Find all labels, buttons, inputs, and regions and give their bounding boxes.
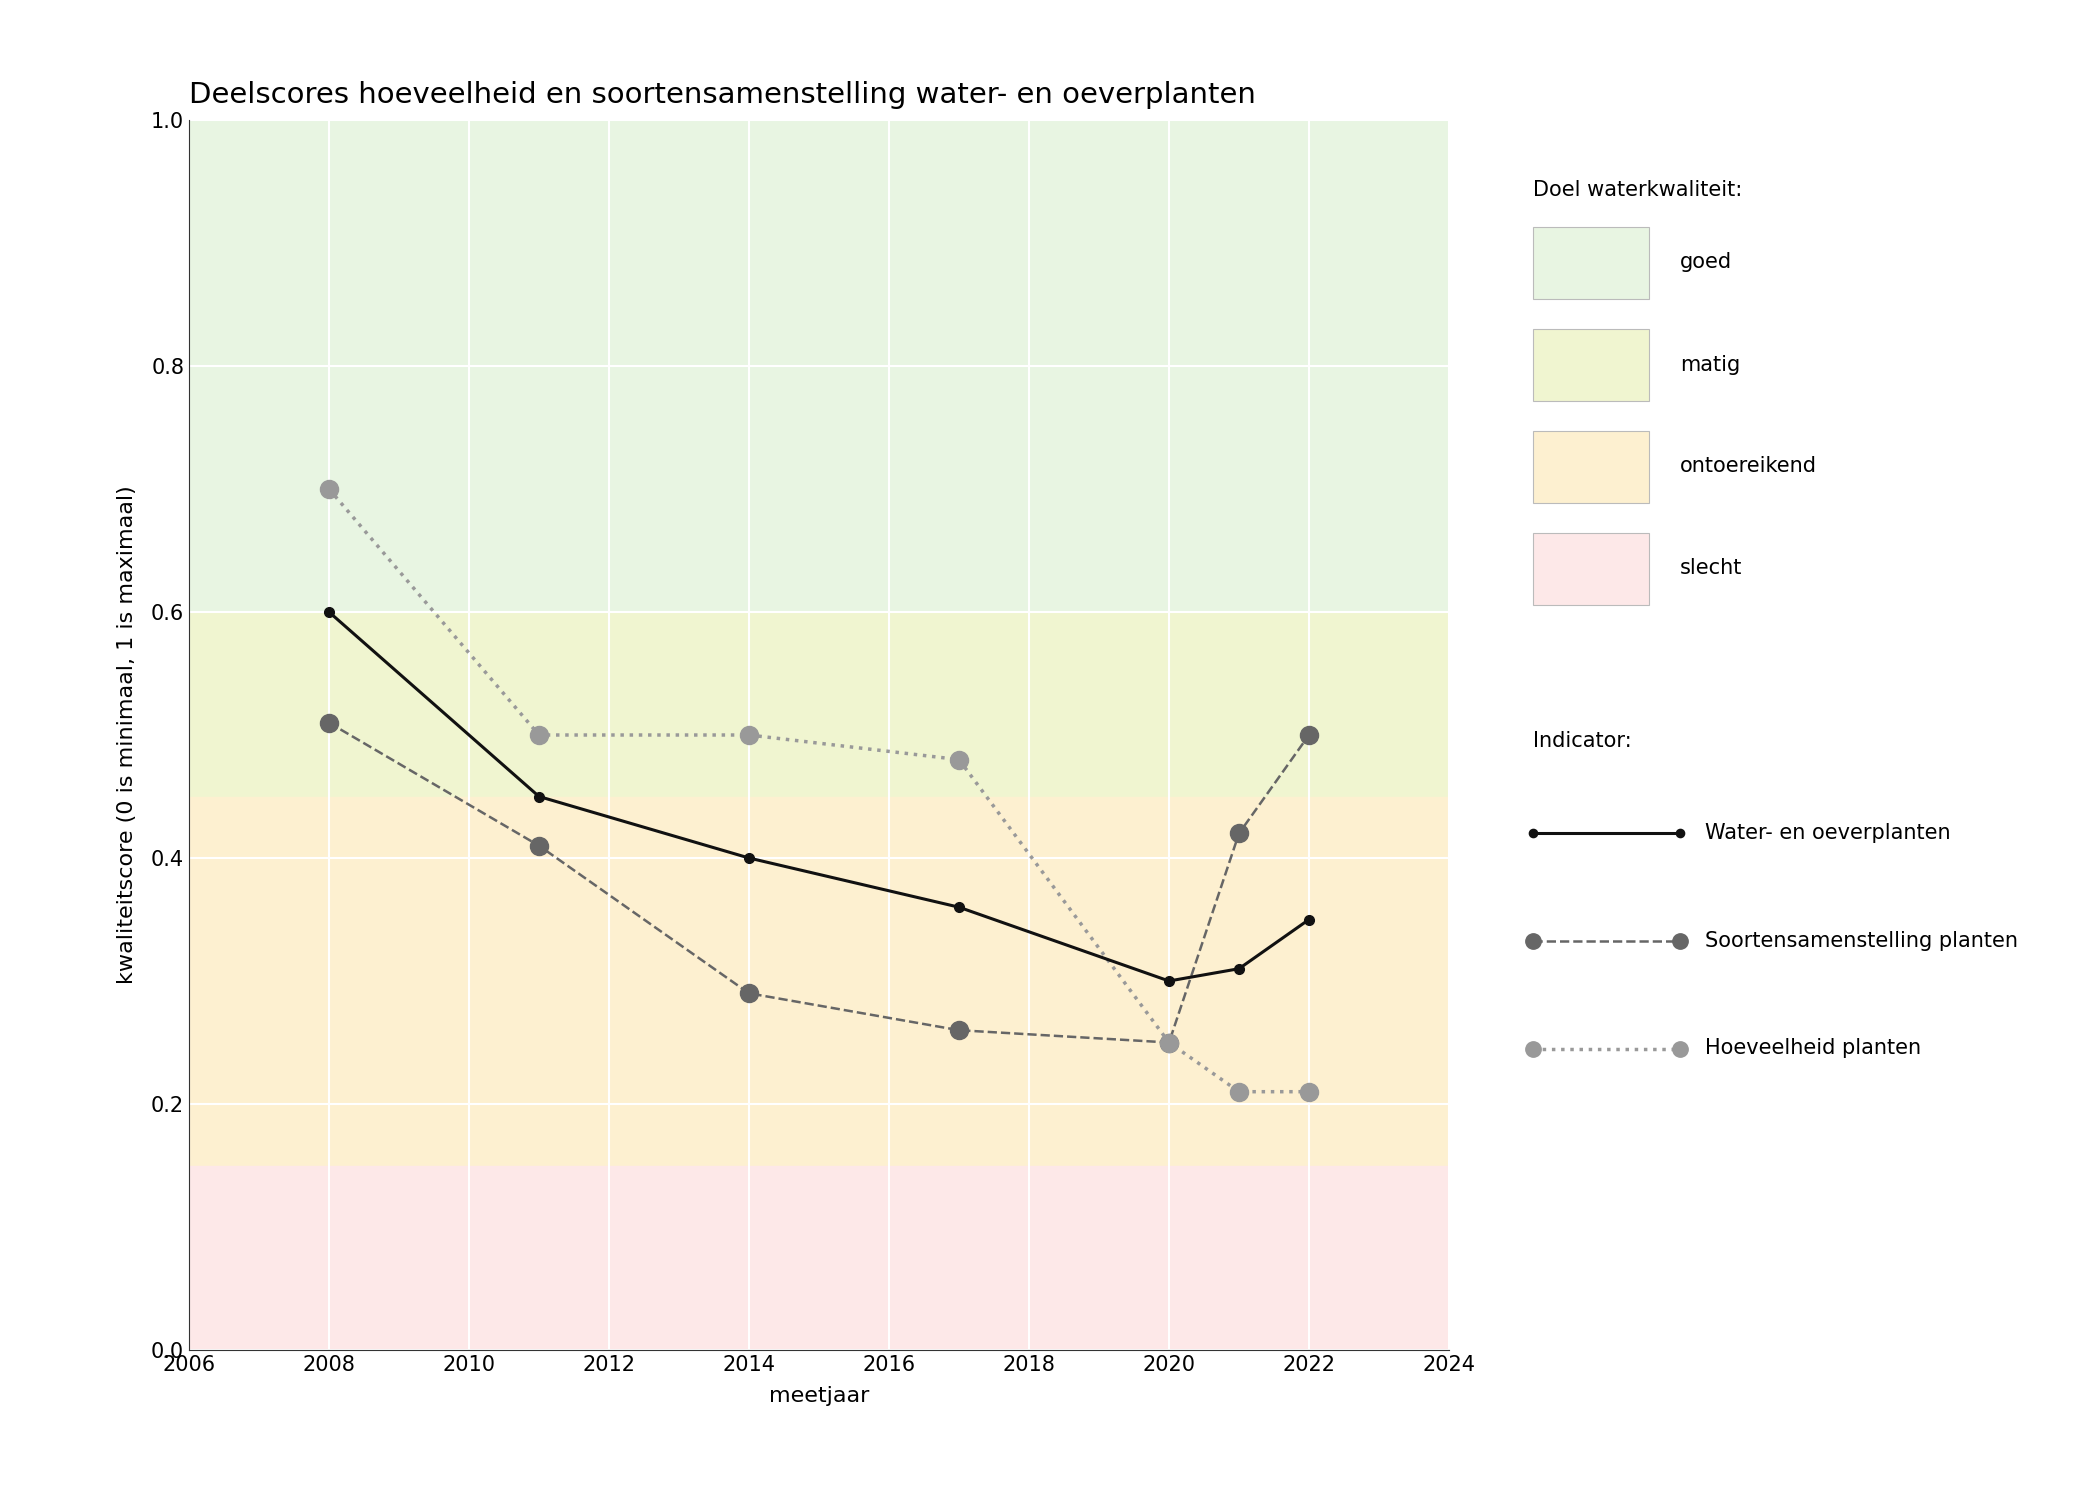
Text: matig: matig — [1680, 354, 1741, 375]
Hoeveelheid planten — [1296, 1083, 1321, 1101]
Soortensamenstelling planten — [737, 984, 762, 1002]
Hoeveelheid planten — [527, 726, 552, 744]
Water- en oeverplanten — [737, 849, 762, 867]
Hoeveelheid planten — [1157, 1034, 1182, 1052]
Hoeveelheid planten — [317, 480, 342, 498]
Water- en oeverplanten — [1226, 960, 1252, 978]
Y-axis label: kwaliteitscore (0 is minimaal, 1 is maximaal): kwaliteitscore (0 is minimaal, 1 is maxi… — [118, 486, 136, 984]
Text: goed: goed — [1680, 252, 1732, 273]
Soortensamenstelling planten — [527, 837, 552, 855]
Text: ontoereikend: ontoereikend — [1680, 456, 1816, 477]
Hoeveelheid planten — [1226, 1083, 1252, 1101]
Text: Water- en oeverplanten: Water- en oeverplanten — [1705, 822, 1951, 843]
Bar — [189, 612, 1449, 797]
Text: Indicator:: Indicator: — [1533, 730, 1632, 750]
Bar — [189, 1166, 1449, 1350]
Text: Doel waterkwaliteit:: Doel waterkwaliteit: — [1533, 180, 1743, 200]
Hoeveelheid planten — [737, 726, 762, 744]
Bar — [189, 120, 1449, 612]
Water- en oeverplanten — [1157, 972, 1182, 990]
Water- en oeverplanten — [1296, 910, 1321, 928]
Text: Deelscores hoeveelheid en soortensamenstelling water- en oeverplanten: Deelscores hoeveelheid en soortensamenst… — [189, 81, 1256, 110]
Water- en oeverplanten — [527, 788, 552, 806]
Line: Soortensamenstelling planten: Soortensamenstelling planten — [319, 714, 1319, 1052]
X-axis label: meetjaar: meetjaar — [769, 1386, 869, 1406]
Soortensamenstelling planten — [317, 714, 342, 732]
Water- en oeverplanten — [317, 603, 342, 621]
Text: slecht: slecht — [1680, 558, 1743, 579]
Bar — [189, 796, 1449, 1166]
Soortensamenstelling planten — [1226, 825, 1252, 843]
Soortensamenstelling planten — [1157, 1034, 1182, 1052]
Line: Water- en oeverplanten: Water- en oeverplanten — [323, 608, 1315, 986]
Hoeveelheid planten — [947, 750, 972, 768]
Line: Hoeveelheid planten: Hoeveelheid planten — [319, 480, 1319, 1101]
Water- en oeverplanten — [947, 898, 972, 916]
Text: Hoeveelheid planten: Hoeveelheid planten — [1705, 1038, 1922, 1059]
Soortensamenstelling planten — [1296, 726, 1321, 744]
Soortensamenstelling planten — [947, 1022, 972, 1040]
Text: Soortensamenstelling planten: Soortensamenstelling planten — [1705, 930, 2018, 951]
